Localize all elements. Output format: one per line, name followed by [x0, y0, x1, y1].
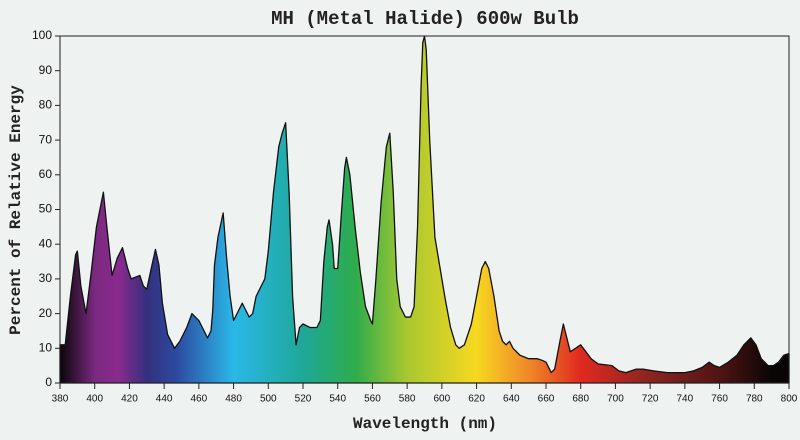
y-axis-label: Percent of Relative Energy	[7, 85, 25, 335]
x-tick-label: 400	[86, 394, 103, 405]
plot-frame	[59, 35, 790, 384]
y-tick-label: 40	[39, 236, 53, 250]
x-tick-label: 740	[677, 394, 694, 405]
x-tick-label: 760	[711, 394, 728, 405]
x-tick-label: 500	[260, 394, 277, 405]
x-tick-label: 600	[434, 394, 451, 405]
y-tick-label: 20	[39, 306, 53, 320]
x-tick-label: 380	[52, 394, 69, 405]
x-tick-label: 660	[538, 394, 555, 405]
x-tick-label: 580	[399, 394, 416, 405]
x-tick-label: 420	[121, 394, 138, 405]
spectrum-area	[59, 35, 790, 384]
y-tick-label: 50	[39, 202, 53, 216]
x-tick-label: 780	[746, 394, 763, 405]
x-tick-label: 560	[364, 394, 381, 405]
y-tick-label: 100	[32, 28, 52, 42]
x-tick-label: 440	[156, 394, 173, 405]
x-tick-label: 640	[503, 394, 520, 405]
x-tick-label: 720	[642, 394, 659, 405]
x-tick-label: 480	[225, 394, 242, 405]
chart-title: MH (Metal Halide) 600w Bulb	[271, 8, 579, 30]
x-tick-label: 460	[191, 394, 208, 405]
y-tick-label: 80	[39, 98, 53, 112]
y-tick-label: 30	[39, 271, 53, 285]
y-tick-label: 0	[45, 375, 52, 389]
y-tick-label: 70	[39, 132, 53, 146]
x-tick-label: 540	[329, 394, 346, 405]
x-tick-label: 680	[572, 394, 589, 405]
y-tick-label: 90	[39, 63, 53, 77]
y-tick-label: 60	[39, 167, 53, 181]
x-tick-label: 800	[781, 394, 798, 405]
x-axis-label: Wavelength (nm)	[353, 415, 497, 433]
y-tick-label: 10	[39, 340, 53, 354]
x-tick-label: 620	[468, 394, 485, 405]
plot-area: 0 10 20 30 40 50 60 70 80 90 100 380 400 420 440 460 480…	[32, 28, 798, 404]
x-tick-label: 520	[295, 394, 312, 405]
x-tick-label: 700	[607, 394, 624, 405]
